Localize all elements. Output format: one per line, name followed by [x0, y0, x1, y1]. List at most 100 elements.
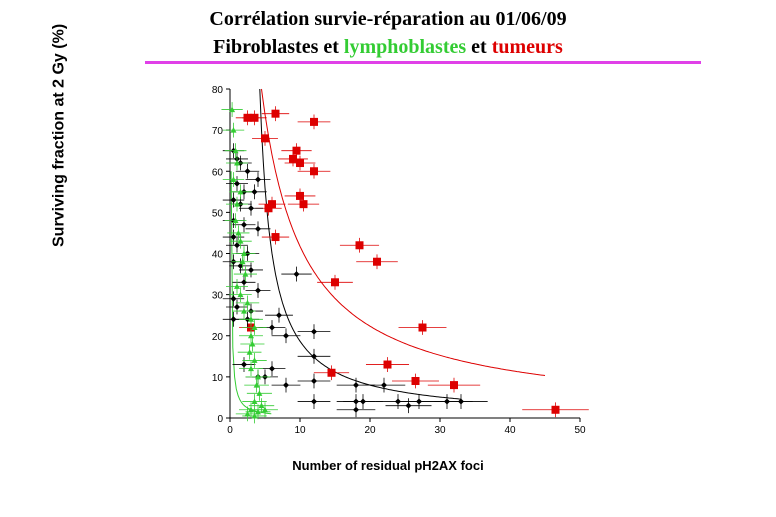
fibro-point: [353, 406, 359, 413]
fibro-point: [230, 316, 237, 323]
lympho-point: [229, 106, 236, 113]
tumeur-point: [296, 191, 304, 200]
tumeur-point: [450, 381, 458, 390]
x-tick-label: 50: [574, 425, 586, 436]
lympho-point: [244, 410, 251, 417]
tumeur-point: [296, 159, 304, 168]
fibro-point: [255, 225, 261, 232]
fibro-point: [458, 398, 464, 405]
tumeur-point: [289, 154, 297, 163]
y-tick-label: 0: [217, 414, 223, 425]
lympho-point: [244, 299, 251, 306]
subtitle-fibro: Fibroblastes et: [213, 36, 344, 58]
tumeur-point: [271, 233, 280, 242]
lympho-point: [237, 188, 244, 195]
y-tick-label: 10: [212, 373, 224, 384]
y-tick-label: 60: [212, 167, 224, 178]
tumeur-point: [250, 113, 259, 122]
fibro-point: [241, 279, 247, 286]
lympho-point: [248, 316, 254, 322]
tumeur-point: [264, 204, 273, 213]
tumeur-point: [418, 323, 427, 332]
lympho-point: [239, 258, 246, 265]
fibro-point: [283, 332, 289, 339]
fibro-point: [241, 361, 247, 368]
lympho-point: [251, 398, 258, 405]
lympho-point: [232, 147, 239, 154]
subtitle-lympho: lymphoblastes: [343, 36, 467, 58]
tumeur-point: [292, 146, 301, 155]
fibro-point: [311, 328, 317, 335]
lympho-point: [249, 340, 256, 347]
fibro-point: [311, 377, 317, 384]
chart-title: Corrélation survie-réparation au 01/06/0…: [209, 8, 567, 30]
fibro-point: [248, 266, 254, 273]
lympho-point: [251, 412, 258, 419]
y-tick-label: 40: [212, 250, 224, 261]
fibro-point: [255, 287, 261, 294]
fibro-point: [234, 303, 240, 310]
tumeur-point: [268, 200, 276, 209]
lympho-point: [256, 390, 263, 396]
fibro-point: [416, 398, 422, 405]
tumeur-fit-curve: [261, 88, 546, 376]
lympho-point: [251, 324, 258, 331]
tumeur-point: [411, 376, 420, 385]
fibro-point: [237, 262, 244, 269]
lympho-point: [258, 402, 265, 409]
fibro-point: [353, 382, 359, 389]
lympho-point: [253, 382, 260, 388]
y-tick-label: 20: [212, 332, 224, 343]
y-axis-label: Surviving fraction at 2 Gy (%): [50, 23, 68, 247]
tumeur-point: [310, 117, 318, 126]
tumeur-point: [331, 278, 339, 287]
x-tick-label: 40: [504, 425, 516, 436]
fibro-point: [248, 205, 254, 212]
fibro-point: [234, 180, 240, 187]
fibro-point: [230, 234, 237, 241]
fibro-point: [234, 242, 240, 249]
lympho-point: [234, 160, 240, 166]
y-tick-label: 80: [212, 85, 224, 96]
lympho-point: [248, 365, 254, 372]
chart-subtitle: Fibroblastes et lymphoblastes et tumeurs: [0, 36, 776, 59]
lympho-point: [262, 406, 268, 413]
fibro-point: [241, 221, 247, 228]
fibro-point: [230, 197, 237, 204]
fibro-fit-curve: [259, 88, 462, 400]
x-axis-label: Number of residual pH2AX foci: [292, 458, 484, 473]
tumeur-point: [299, 200, 308, 209]
tumeur-point: [327, 368, 336, 377]
fibro-point: [311, 398, 317, 405]
fibro-point: [311, 353, 317, 360]
fibro-point: [244, 168, 251, 175]
tumeur-point: [261, 134, 269, 143]
tumeur-point: [310, 167, 318, 176]
lympho-point: [242, 271, 249, 277]
lympho-point: [232, 217, 239, 224]
lympho-point: [237, 291, 244, 298]
tumeur-point: [383, 360, 392, 369]
fibro-point: [255, 176, 261, 183]
tumeur-point: [551, 405, 560, 414]
lympho-point: [234, 283, 240, 289]
y-tick-label: 30: [212, 291, 224, 302]
fibro-point: [405, 402, 412, 409]
x-tick-label: 0: [227, 425, 233, 436]
fibro-point: [381, 382, 387, 389]
y-tick-label: 70: [212, 126, 224, 137]
fibro-point: [230, 295, 237, 302]
x-tick-label: 20: [364, 425, 376, 436]
fibro-point: [283, 382, 289, 389]
fibro-point: [251, 188, 258, 195]
subtitle-et: et: [466, 36, 492, 58]
tumeur-point: [271, 109, 280, 118]
lympho-point: [248, 406, 254, 413]
tumeur-point: [355, 241, 364, 250]
subtitle-tumeurs: tumeurs: [491, 36, 563, 58]
fibro-point: [269, 324, 275, 331]
lympho-point: [230, 127, 237, 133]
lympho-point: [237, 238, 244, 244]
lympho-point: [246, 349, 253, 355]
